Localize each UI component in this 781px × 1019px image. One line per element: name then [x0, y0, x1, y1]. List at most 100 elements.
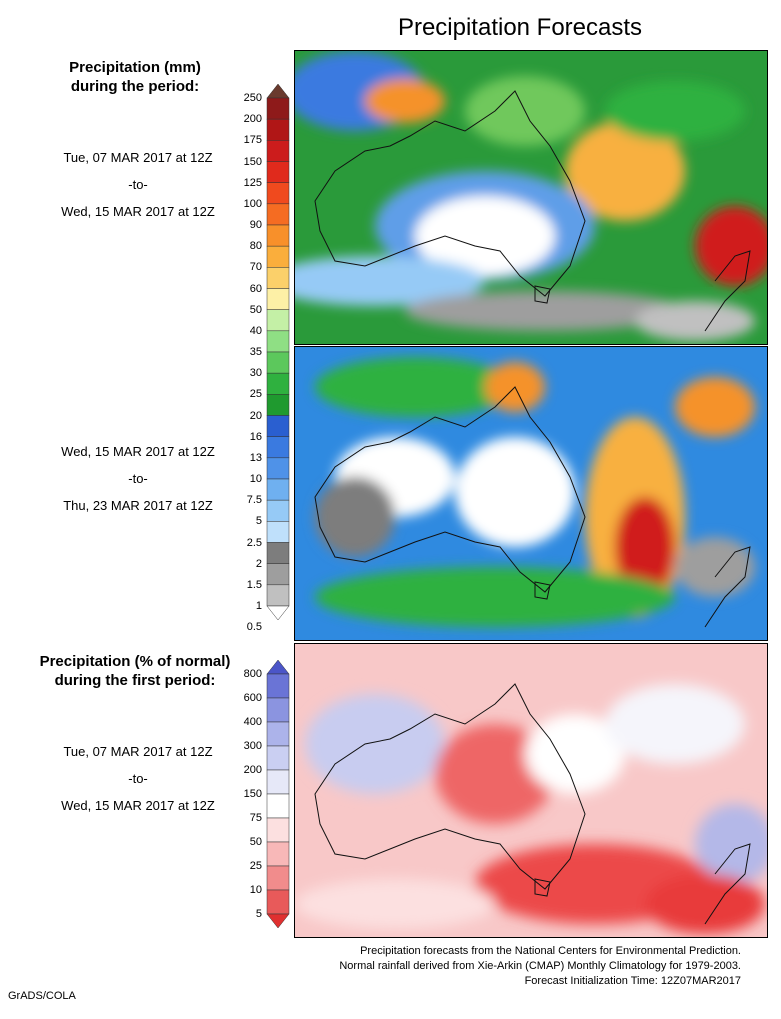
pct-scale-tick-label: 150 [243, 788, 262, 800]
precip-scale-tick-label: 7.5 [246, 494, 262, 507]
precip-scale-band [266, 394, 290, 416]
precip-scale-tick-label: 0.5 [246, 621, 262, 634]
precip-map-period-1 [294, 50, 768, 345]
precip-legend-heading: Precipitation (mm) during the period: [20, 58, 250, 96]
precip-scale-tick-label: 2.5 [246, 536, 262, 549]
pct-scale-band [266, 721, 290, 747]
pct-scale-band [266, 793, 290, 819]
period-2-separator: -to- [128, 471, 148, 486]
pct-scale-band [266, 817, 290, 843]
precip-scale-band [266, 288, 290, 310]
pct-scale-band [266, 913, 290, 929]
footer-notes: Precipitation forecasts from the Nationa… [339, 944, 741, 989]
precip-scale-tick-label: 5 [255, 515, 262, 528]
pct-scale-tick-label: 5 [255, 908, 262, 920]
precip-scale-tick-label: 125 [243, 176, 262, 189]
precip-scale-band [266, 436, 290, 459]
precip-scale-tick-label: 80 [249, 240, 262, 253]
precip-scale-tick-label: 16 [249, 430, 262, 443]
precip-scale-tick-label: 150 [243, 155, 262, 168]
period-3-separator: -to- [128, 771, 148, 786]
pct-legend-heading: Precipitation (% of normal) during the f… [20, 652, 250, 690]
precip-scale-band [266, 372, 290, 395]
precip-scale-tick-label: 175 [243, 134, 262, 147]
pct-scale-svg [266, 659, 290, 929]
precip-scale-band [266, 330, 290, 353]
pct-scale-band [266, 659, 290, 675]
pct-color-scale [266, 659, 290, 929]
pct-scale-tick-label: 300 [243, 740, 262, 752]
precip-scale-tick-label: 30 [249, 367, 262, 380]
pct-scale-tick-label: 25 [249, 860, 262, 872]
pct-legend-heading-line2: during the first period: [54, 672, 216, 689]
precip-scale-band [266, 182, 290, 205]
pct-scale-tick-label: 600 [243, 692, 262, 704]
precip-scale-tick-label: 35 [249, 346, 262, 358]
pct-scale-tick-label: 200 [243, 764, 262, 776]
precip-scale-band [266, 584, 290, 607]
precip-scale-tick-label: 100 [243, 197, 262, 210]
precip-legend-heading-line1: Precipitation (mm) [69, 59, 201, 76]
precip-scale-tick-label: 50 [249, 303, 262, 316]
footer-line-3: Forecast Initialization Time: 12Z07MAR20… [524, 975, 741, 987]
pct-scale-tick-label: 75 [249, 812, 262, 824]
precip-scale-band [266, 161, 290, 183]
period-3-label: Tue, 07 MAR 2017 at 12Z -to- Wed, 15 MAR… [20, 738, 256, 819]
footer-line-1: Precipitation forecasts from the Nationa… [360, 945, 741, 957]
precip-scale-band [266, 478, 290, 501]
precip-scale-band [266, 118, 290, 141]
page-title: Precipitation Forecasts [397, 14, 643, 41]
precip-scale-tick-label: 10 [249, 473, 262, 485]
period-1-separator: -to- [128, 177, 148, 192]
precip-scale-band [266, 415, 290, 437]
pct-scale-tick-label: 800 [243, 668, 262, 680]
period-3-start: Tue, 07 MAR 2017 at 12Z [63, 744, 213, 759]
precip-scale-band [266, 457, 290, 480]
precip-scale-band [266, 563, 290, 586]
precip-scale-tick-label: 70 [249, 261, 262, 274]
precip-legend-heading-line2: during the period: [70, 78, 200, 95]
pct-scale-tick-label: 50 [249, 836, 262, 848]
period-3-end: Wed, 15 MAR 2017 at 12Z [61, 798, 215, 813]
precip-scale-band [266, 224, 290, 247]
precip-scale-tick-label: 1 [255, 600, 262, 612]
precip-scale-tick-label: 40 [249, 324, 262, 337]
precip-scale-tick-label: 250 [243, 92, 262, 104]
pct-scale-band [266, 769, 290, 795]
credit-label: GrADS/COLA [8, 990, 76, 1002]
period-1-end: Wed, 15 MAR 2017 at 12Z [61, 204, 215, 219]
period-2-label: Wed, 15 MAR 2017 at 12Z -to- Thu, 23 MAR… [20, 438, 256, 519]
precip-scale-tick-label: 20 [249, 409, 262, 422]
precip-scale-band [266, 499, 290, 522]
period-1-start: Tue, 07 MAR 2017 at 12Z [63, 150, 213, 165]
precip-scale-tick-label: 60 [249, 282, 262, 295]
precip-scale-band [266, 605, 290, 621]
precip-scale-band [266, 309, 290, 332]
pct-scale-band [266, 841, 290, 867]
precip-scale-band [266, 97, 290, 120]
precip-color-scale [266, 83, 290, 621]
period-2-end: Thu, 23 MAR 2017 at 12Z [63, 498, 213, 513]
pct-scale-band [266, 673, 290, 699]
period-1-label: Tue, 07 MAR 2017 at 12Z -to- Wed, 15 MAR… [20, 144, 256, 225]
precip-scale-band [266, 267, 290, 289]
precip-scale-tick-label: 2 [255, 557, 262, 570]
period-2-start: Wed, 15 MAR 2017 at 12Z [61, 444, 215, 459]
precip-scale-tick-label: 25 [249, 388, 262, 401]
pct-scale-tick-label: 400 [243, 716, 262, 728]
precip-scale-tick-label: 200 [243, 113, 262, 126]
precip-scale-band [266, 83, 290, 99]
precip-scale-tick-label: 13 [249, 451, 262, 464]
precip-scale-band [266, 203, 290, 226]
precip-scale-tick-label: 1.5 [246, 578, 262, 591]
precip-scale-band [266, 521, 290, 543]
precip-scale-band [266, 542, 290, 564]
precip-map-period-2 [294, 346, 768, 641]
precip-scale-band [266, 245, 290, 268]
pct-scale-tick-label: 10 [249, 884, 262, 896]
precip-scale-svg [266, 83, 290, 621]
footer-line-2: Normal rainfall derived from Xie-Arkin (… [339, 960, 741, 972]
precip-scale-band [266, 351, 290, 374]
pct-normal-map-period-1 [294, 643, 768, 938]
pct-legend-heading-line1: Precipitation (% of normal) [39, 653, 231, 670]
